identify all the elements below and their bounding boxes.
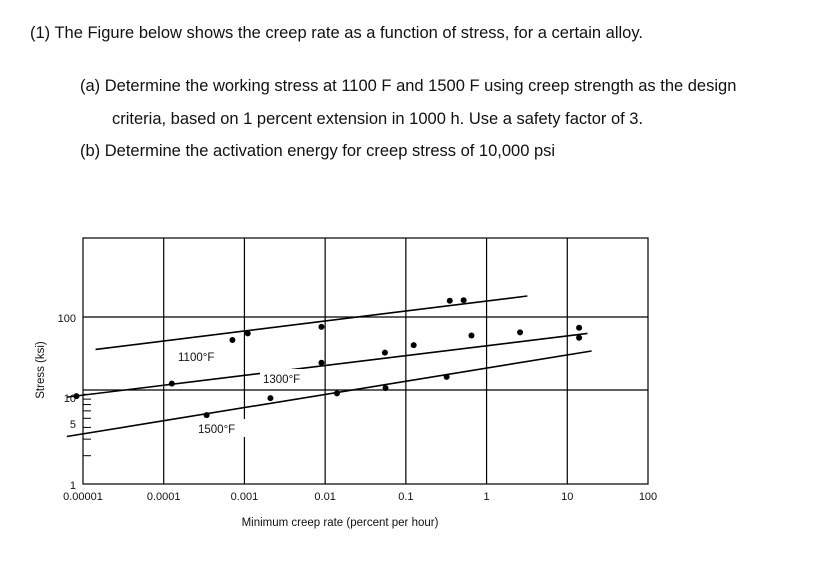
plot-frame bbox=[82, 237, 649, 485]
problem-intro: (1) The Figure below shows the creep rat… bbox=[30, 24, 643, 42]
x-tick-label: 0.0001 bbox=[147, 491, 181, 503]
data-point bbox=[460, 297, 467, 304]
data-point bbox=[318, 359, 325, 366]
data-point bbox=[73, 393, 80, 400]
data-point bbox=[443, 373, 450, 380]
x-tick-label: 0.1 bbox=[398, 491, 413, 503]
y-tick-label: 10 bbox=[64, 393, 76, 405]
series-label: 1300°F bbox=[263, 374, 300, 386]
data-point bbox=[576, 334, 583, 341]
creep-chart: 0.00001 0.0001 0.001 0.01 0.1 1 10 100 100 10 5 1 1… bbox=[35, 237, 658, 529]
problem-part-a-line2: criteria, based on 1 percent extension i… bbox=[112, 110, 644, 128]
chart-minor-ticks bbox=[83, 393, 91, 457]
data-point bbox=[410, 342, 417, 349]
chart-data-points bbox=[73, 297, 583, 419]
y-tick-label: 1 bbox=[70, 480, 76, 492]
series-label-bg bbox=[260, 369, 320, 387]
x-tick-label: 1 bbox=[484, 491, 490, 503]
data-point bbox=[381, 349, 388, 356]
data-point bbox=[333, 390, 340, 397]
chart-tick-labels: 0.00001 0.0001 0.001 0.01 0.1 1 10 100 100 10 5 1 bbox=[58, 313, 658, 503]
series-label-bg bbox=[175, 347, 232, 365]
series-label-bg bbox=[194, 419, 250, 437]
x-tick-label: 0.00001 bbox=[63, 491, 103, 503]
data-point bbox=[576, 324, 583, 331]
y-tick-label: 5 bbox=[70, 419, 76, 431]
problem-part-b: (b) Determine the activation energy for … bbox=[80, 142, 556, 160]
data-point bbox=[267, 395, 274, 402]
y-tick-label: 100 bbox=[58, 313, 76, 325]
series-line bbox=[95, 295, 528, 351]
x-tick-label: 10 bbox=[561, 491, 573, 503]
data-point bbox=[244, 330, 251, 337]
x-axis-label: Minimum creep rate (percent per hour) bbox=[242, 517, 439, 529]
data-point bbox=[468, 332, 475, 339]
data-point bbox=[168, 380, 175, 387]
chart-series-lines bbox=[66, 295, 592, 438]
series-label: 1100°F bbox=[178, 352, 214, 364]
y-axis-label: Stress (ksi) bbox=[35, 341, 47, 399]
data-point bbox=[517, 329, 524, 336]
data-point bbox=[203, 412, 210, 419]
chart-grid bbox=[82, 237, 649, 485]
x-tick-label: 100 bbox=[639, 491, 657, 503]
series-line bbox=[66, 350, 592, 438]
data-point bbox=[382, 385, 389, 392]
problem-part-a-line1: (a) Determine the working stress at 1100… bbox=[80, 77, 737, 95]
x-tick-label: 0.001 bbox=[231, 491, 259, 503]
x-tick-label: 0.01 bbox=[314, 491, 335, 503]
series-label: 1500°F bbox=[198, 424, 235, 436]
data-point bbox=[446, 297, 453, 304]
chart-series-labels: 1100°F 1300°F 1500°F bbox=[175, 347, 320, 437]
data-point bbox=[318, 323, 325, 330]
data-point bbox=[229, 337, 236, 344]
series-line bbox=[66, 332, 588, 398]
